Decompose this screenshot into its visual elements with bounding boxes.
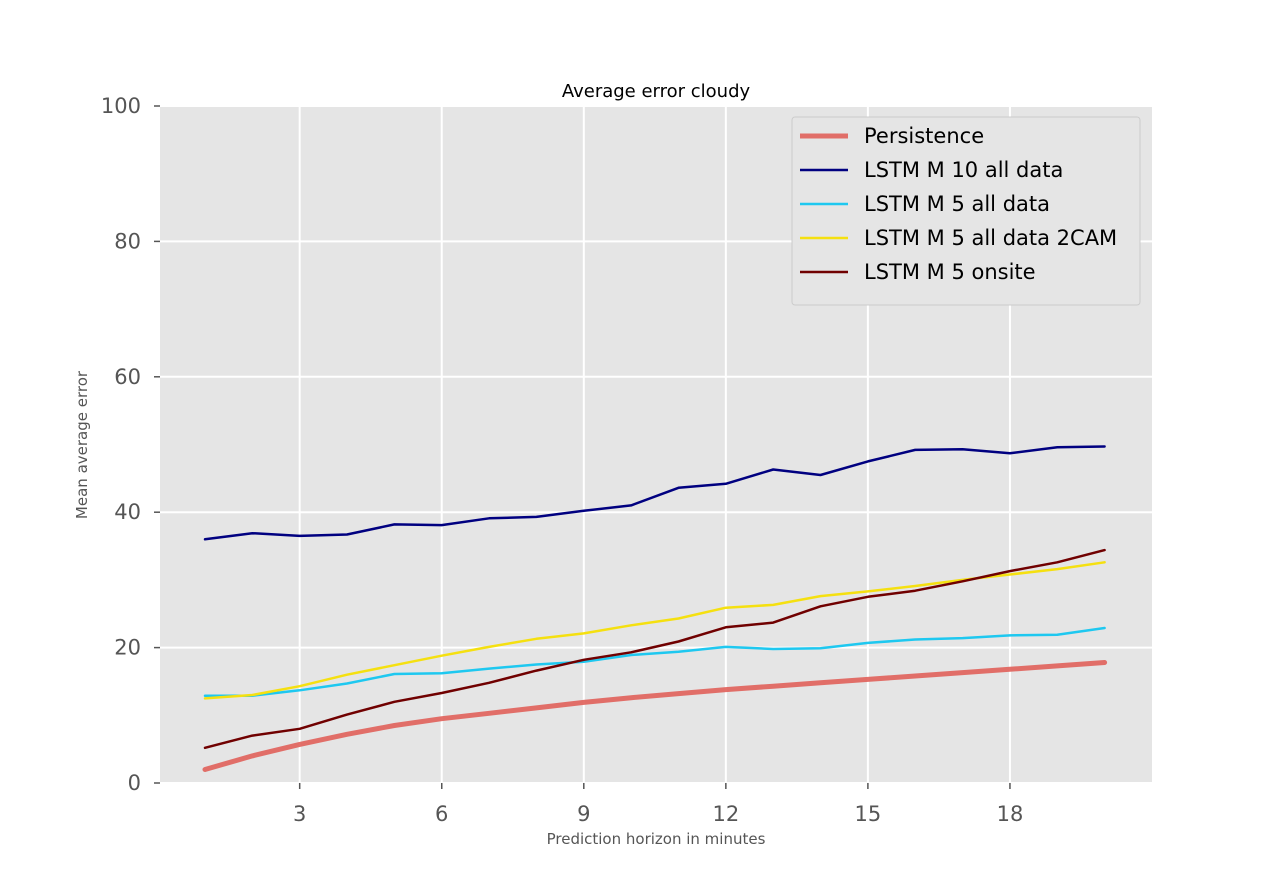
- series-lines: [202, 445, 1108, 772]
- x-tick-label: 3: [293, 802, 306, 826]
- series-line-3: [203, 626, 1106, 697]
- y-tick-label: 0: [128, 771, 141, 795]
- y-tick-label: 20: [114, 636, 141, 660]
- x-tick-label: 12: [712, 802, 739, 826]
- legend-label: Persistence: [864, 124, 984, 148]
- series-line-4: [203, 561, 1106, 700]
- y-tick-label: 100: [101, 94, 141, 118]
- legend-label: LSTM M 10 all data: [864, 158, 1063, 182]
- y-tick-label: 80: [114, 229, 141, 253]
- x-tick-label: 15: [855, 802, 882, 826]
- legend-label: LSTM M 5 onsite: [864, 260, 1036, 284]
- x-axis-label: Prediction horizon in minutes: [547, 830, 766, 848]
- x-tick-label: 6: [435, 802, 448, 826]
- y-axis-label: Mean average error: [73, 370, 91, 519]
- series-line-1: [202, 660, 1108, 772]
- legend-label: LSTM M 5 all data 2CAM: [864, 226, 1117, 250]
- legend-label: LSTM M 5 all data: [864, 192, 1050, 216]
- legend: Persistence LSTM M 10 all data LSTM M 5 al…: [791, 116, 1141, 306]
- y-tick-label: 60: [114, 365, 141, 389]
- series-line-2: [203, 445, 1106, 541]
- axes: 3 6 9 12 15 18 0 20 40 60 80 100: [101, 94, 1023, 826]
- y-tick-label: 40: [114, 500, 141, 524]
- chart-title: Average error cloudy: [562, 81, 751, 102]
- legend-box: [791, 116, 1141, 306]
- x-tick-label: 18: [997, 802, 1024, 826]
- series-line-5: [203, 548, 1106, 750]
- x-tick-label: 9: [577, 802, 590, 826]
